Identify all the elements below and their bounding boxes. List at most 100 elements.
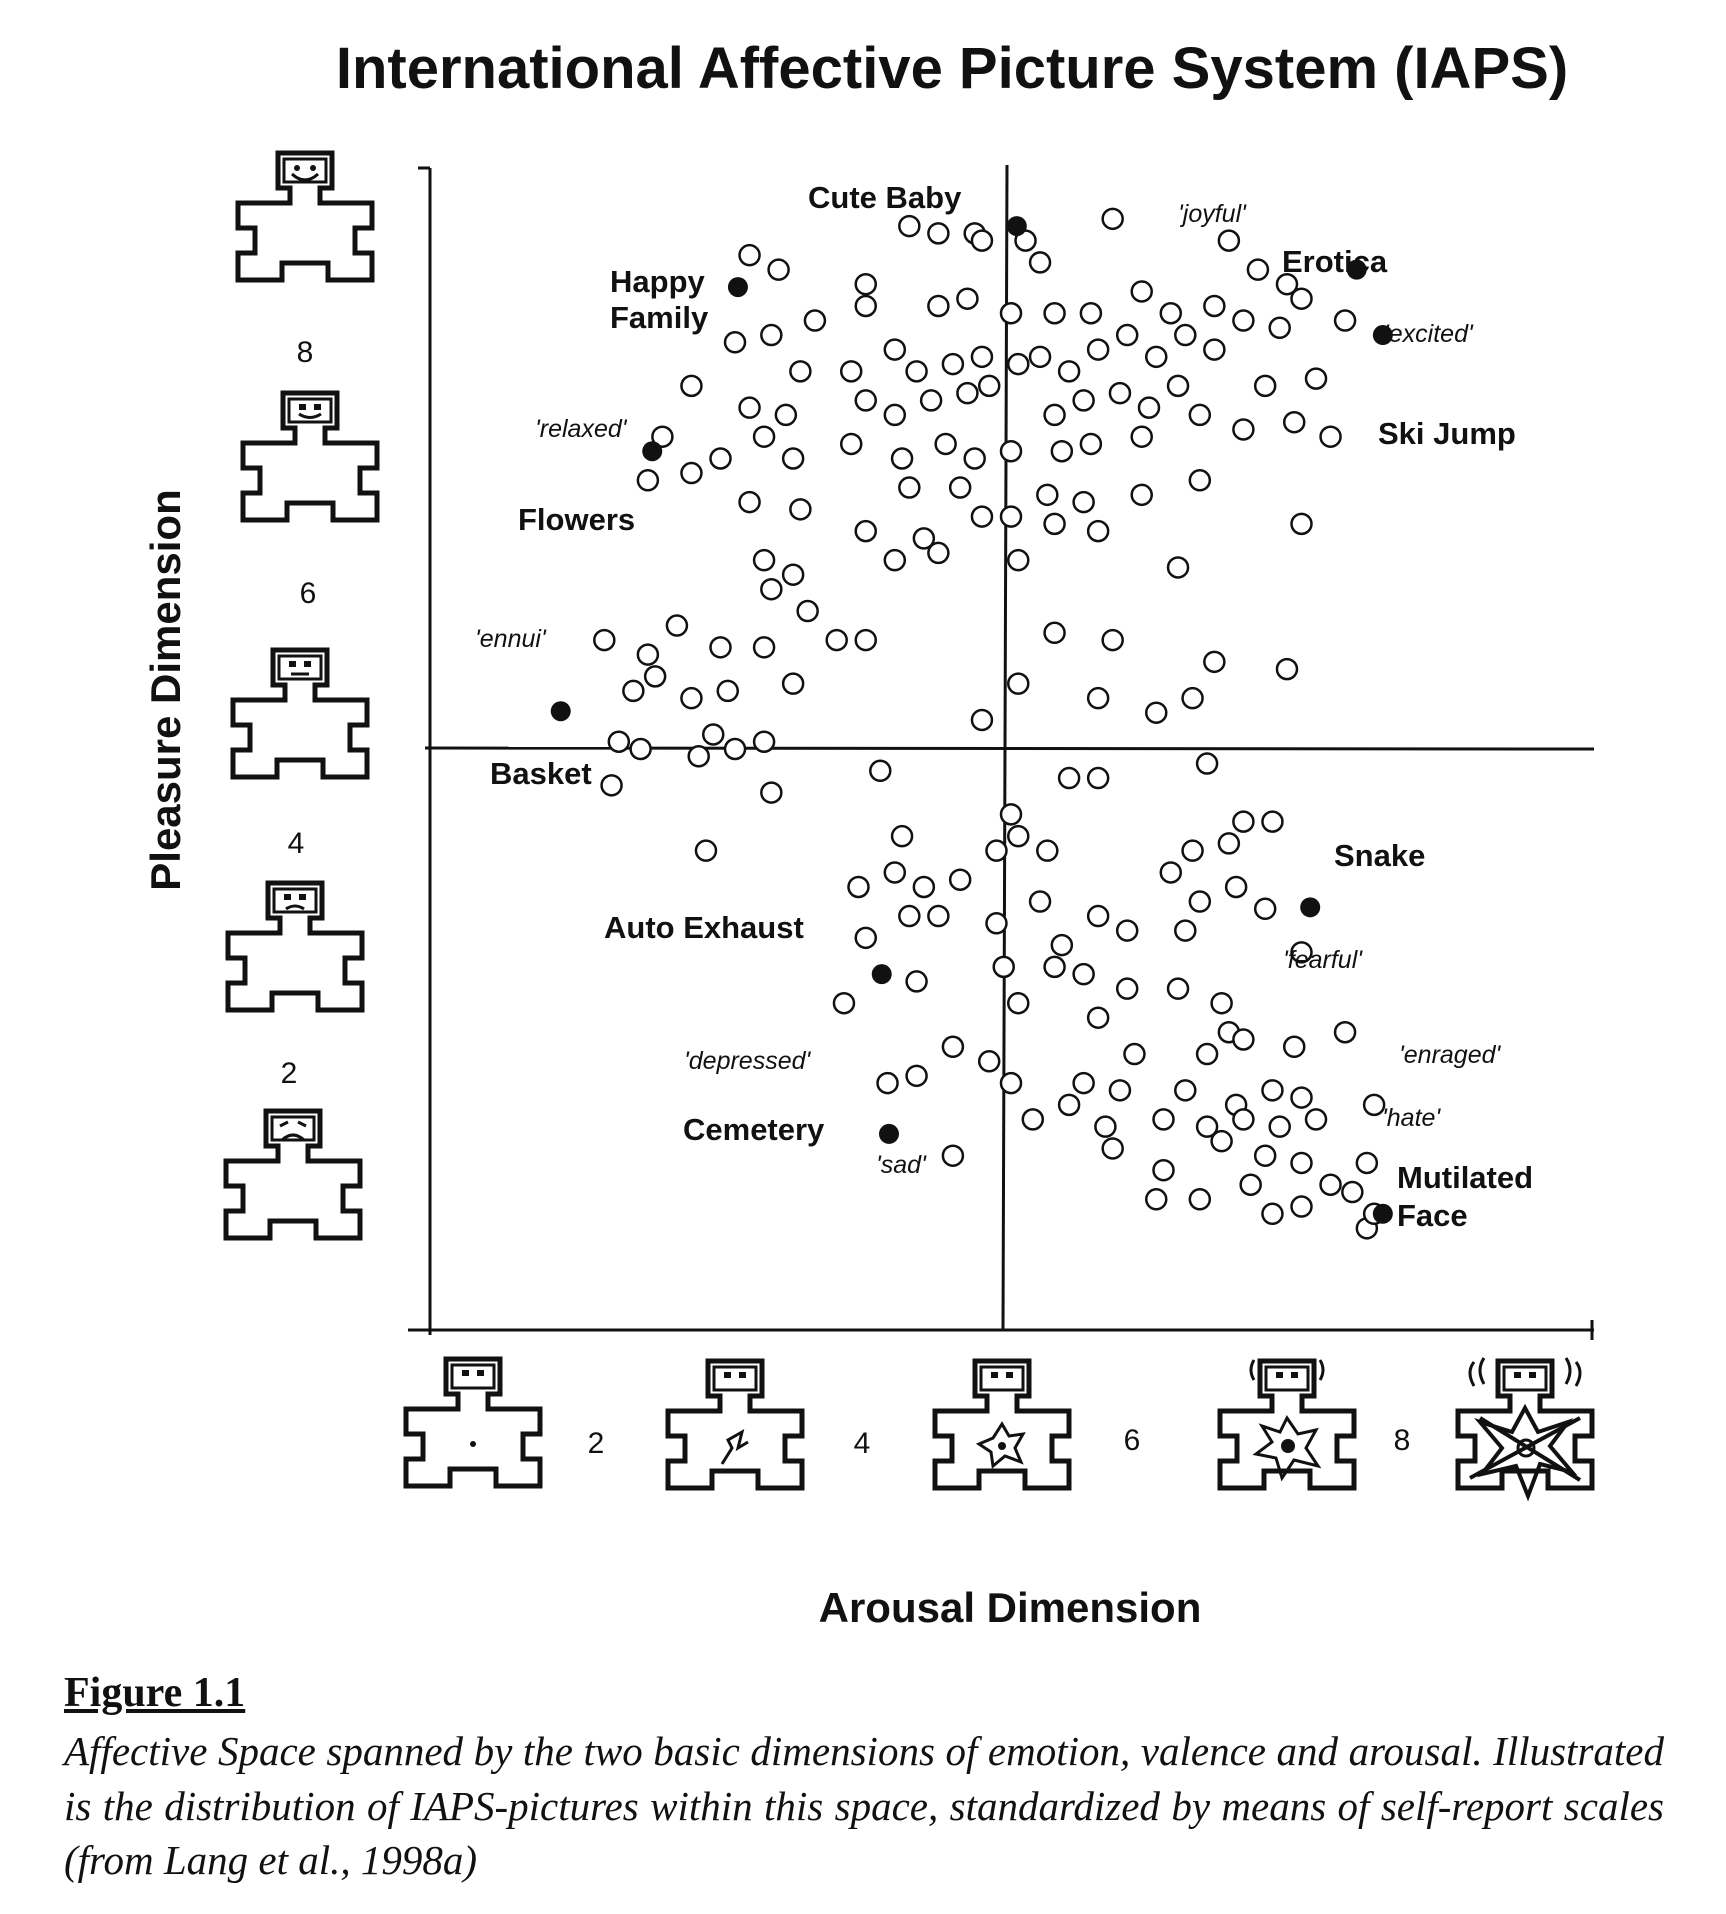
data-point [1072, 1071, 1095, 1095]
data-point [1181, 686, 1204, 710]
data-point [1028, 251, 1052, 274]
data-point [1086, 766, 1110, 790]
labeled-points [550, 216, 1393, 1224]
data-point [694, 839, 718, 862]
data-point [1094, 1115, 1117, 1138]
data-point [1043, 512, 1066, 536]
data-point [948, 868, 972, 891]
labeled-point-mutilated-face [1372, 1203, 1393, 1224]
data-point [1290, 1151, 1313, 1175]
data-point [1043, 403, 1066, 427]
data-point [912, 527, 936, 550]
data-point [1036, 839, 1059, 862]
data-point [643, 665, 667, 688]
figure-caption-block: Figure 1.1 Affective Space spanned by th… [64, 1668, 1664, 1887]
data-point [760, 323, 783, 347]
data-point [1130, 425, 1153, 448]
data-point [1333, 309, 1357, 332]
data-point [738, 490, 761, 514]
emotion-hate: 'hate' [1382, 1104, 1441, 1132]
data-point [883, 861, 907, 884]
data-point [825, 628, 848, 652]
data-point [927, 904, 950, 928]
data-point [1043, 621, 1066, 645]
data-point [999, 302, 1023, 325]
data-point [1188, 469, 1212, 492]
data-point [1072, 962, 1095, 986]
data-point [1282, 1035, 1306, 1059]
data-point [1341, 1180, 1364, 1204]
data-point [1108, 381, 1132, 405]
data-point [774, 403, 798, 427]
data-point [941, 352, 965, 376]
data-point [970, 229, 994, 252]
data-point [847, 875, 870, 899]
data-point [948, 476, 972, 499]
emotion-fearful: 'fearful' [1283, 946, 1363, 974]
data-point [781, 672, 805, 695]
data-point [1362, 1093, 1386, 1117]
figure-caption: Affective Space spanned by the two basic… [64, 1728, 1664, 1883]
data-point [1261, 810, 1284, 833]
data-point [752, 636, 776, 659]
data-point [1304, 367, 1328, 390]
data-point [1079, 302, 1103, 325]
sam-arousal-5-icon [935, 1361, 1069, 1488]
horizontal-midline [424, 746, 1595, 751]
data-point [709, 636, 732, 659]
sam-arousal-7-icon [1220, 1360, 1354, 1488]
cluster-points [593, 207, 1386, 1240]
data-point [1137, 396, 1161, 419]
sam-arousal-9-icon [1458, 1357, 1592, 1502]
data-point [781, 447, 805, 470]
data-point [1057, 360, 1081, 383]
sam-pleasure-6-icon [243, 393, 377, 520]
data-point [1086, 686, 1110, 710]
data-point [789, 498, 812, 521]
data-point [977, 1050, 1001, 1073]
data-point [1072, 389, 1095, 412]
data-point [1007, 824, 1030, 848]
data-point [1028, 890, 1052, 913]
sam-pleasure-2-icon [228, 883, 362, 1010]
data-point [1145, 345, 1168, 369]
data-point [629, 737, 652, 761]
data-point [839, 360, 863, 383]
labeled-point-flowers [642, 441, 663, 462]
data-point [665, 614, 689, 637]
data-point [680, 686, 703, 710]
data-point [999, 803, 1023, 826]
label-cemetery: Cemetery [683, 1112, 825, 1147]
data-point [1086, 1006, 1110, 1029]
data-point [1174, 323, 1197, 347]
data-point [934, 432, 957, 456]
data-point [1007, 548, 1030, 572]
data-point [1304, 1108, 1328, 1131]
data-point [999, 1071, 1023, 1095]
data-point [912, 875, 936, 899]
data-point [970, 708, 994, 732]
data-point [1166, 556, 1190, 579]
sam-pleasure-4-icon [233, 650, 367, 777]
data-point [760, 577, 783, 601]
emotion-ennui: 'ennui' [475, 625, 547, 653]
data-point [1115, 323, 1139, 347]
emotion-relaxed: 'relaxed' [535, 415, 628, 443]
data-point [977, 374, 1001, 398]
data-point [1115, 977, 1139, 1000]
labeled-point-auto-exhaust [871, 964, 892, 985]
data-point [898, 476, 921, 499]
data-point [1174, 919, 1197, 942]
data-point [738, 396, 761, 419]
y-tick-4: 4 [288, 827, 305, 860]
iaps-scatter-chart: International Affective Picture System (… [142, 36, 1726, 1631]
data-point [651, 425, 674, 448]
data-point [1261, 1202, 1284, 1226]
y-axis-manikins: 8 6 4 2 [226, 153, 377, 1238]
data-point [1159, 302, 1183, 325]
data-point [1050, 439, 1074, 463]
data-point [1232, 309, 1255, 332]
data-point [1101, 207, 1124, 231]
data-point [701, 723, 725, 746]
sam-pleasure-8-icon [238, 153, 372, 280]
